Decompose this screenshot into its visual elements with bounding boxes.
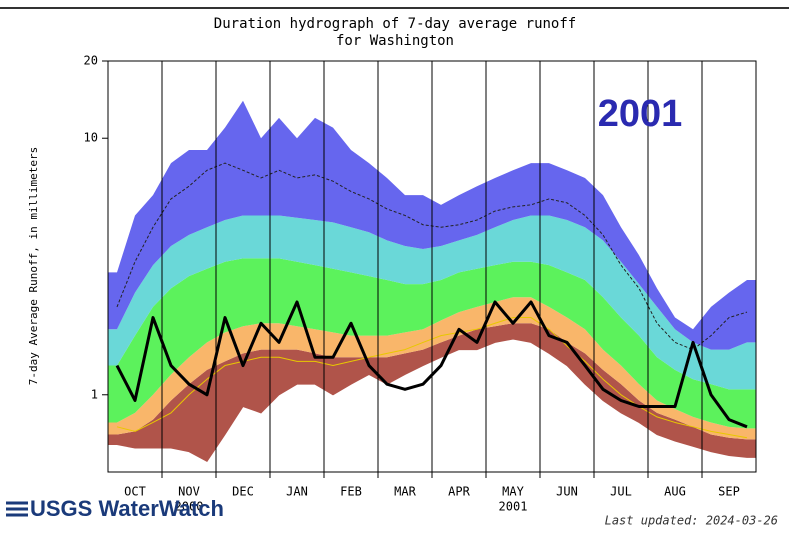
y-tick-label: 10 [84, 131, 98, 145]
y-tick-label: 20 [84, 54, 98, 68]
x-tick-label: JUL [610, 485, 632, 499]
x-tick-label: MAR [394, 485, 416, 499]
logo-text: USGS WaterWatch [30, 496, 224, 521]
year-label: 2001 [499, 500, 528, 514]
year-annotation: 2001 [598, 93, 683, 135]
logo-waves [6, 501, 28, 517]
x-tick-label: MAY [502, 485, 524, 499]
x-tick-label: FEB [340, 485, 362, 499]
chart-subtitle: for Washington [336, 33, 454, 49]
x-tick-label: OCT [124, 485, 146, 499]
plot-area: 1 10 20 OCT NOV DEC JAN FEB MAR APR MAY JUN JUL AUG SE… [84, 54, 757, 514]
x-tick-label: JAN [286, 485, 308, 499]
x-tick-label: SEP [718, 485, 740, 499]
x-tick-label: NOV [178, 485, 200, 499]
x-tick-label: DEC [232, 485, 254, 499]
x-tick-label: JUN [556, 485, 578, 499]
y-axis-label: 7-day Average Runoff, in millimeters [27, 147, 40, 385]
plot-frame [107, 60, 757, 473]
x-tick-label: AUG [664, 485, 686, 499]
chart-title: Duration hydrograph of 7-day average run… [214, 16, 576, 32]
year-label: 2000 [175, 500, 204, 514]
x-tick-label: APR [448, 485, 470, 499]
y-tick-label: 1 [91, 387, 98, 401]
last-updated: Last updated: 2024-03-26 [605, 514, 778, 528]
logo: USGS WaterWatch [6, 496, 224, 521]
